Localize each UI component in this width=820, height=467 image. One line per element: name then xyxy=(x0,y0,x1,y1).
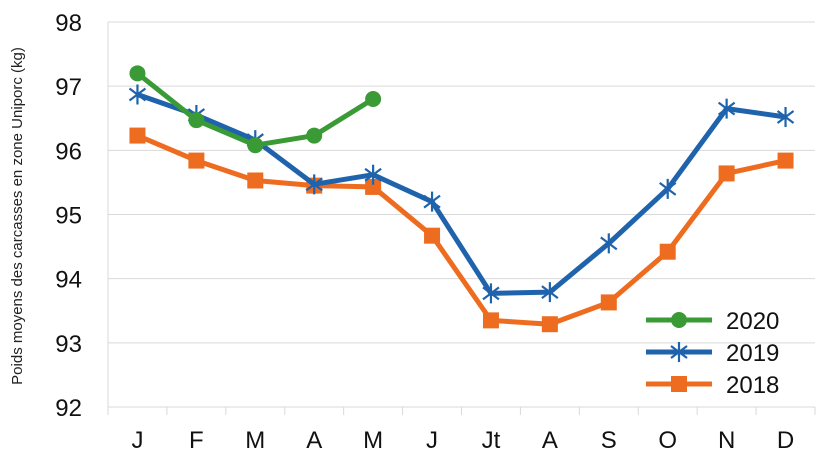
asterisk-marker xyxy=(717,98,736,119)
legend: 2020 2019 2018 xyxy=(646,308,779,399)
legend-label: 2019 xyxy=(726,340,779,367)
square-marker xyxy=(424,227,441,244)
legend-label: 2018 xyxy=(726,372,779,399)
series xyxy=(128,65,795,333)
square-marker xyxy=(659,243,676,260)
x-tick-label: M xyxy=(245,427,265,454)
square-marker xyxy=(365,178,382,195)
series-2019 xyxy=(128,84,795,304)
legend-item-2018: 2018 xyxy=(646,372,779,399)
x-tick-label: J xyxy=(131,427,143,454)
square-marker xyxy=(600,294,617,311)
square-marker xyxy=(671,376,687,392)
x-tick-label: O xyxy=(658,427,677,454)
asterisk-marker xyxy=(482,283,500,304)
y-tick-label: 93 xyxy=(55,331,82,358)
asterisk-marker xyxy=(670,342,688,362)
asterisk-marker xyxy=(423,191,441,212)
y-tick-label: 94 xyxy=(55,267,82,294)
x-tick-label: Jt xyxy=(482,427,501,454)
x-tick-label: N xyxy=(718,427,735,454)
y-tick-label: 96 xyxy=(55,138,82,165)
x-ticks: J F M A M J Jt A S O N D xyxy=(131,427,794,454)
y-ticks: 92 93 94 95 96 97 98 xyxy=(55,10,82,422)
square-marker xyxy=(718,165,735,182)
y-tick-label: 95 xyxy=(55,203,82,230)
asterisk-marker xyxy=(776,106,795,127)
x-tick-label: F xyxy=(189,427,204,454)
asterisk-marker xyxy=(128,84,147,105)
x-tick-label: S xyxy=(601,427,617,454)
legend-item-2020: 2020 xyxy=(646,308,779,335)
square-marker xyxy=(188,152,205,169)
legend-label: 2020 xyxy=(726,308,779,335)
y-tick-label: 98 xyxy=(55,10,82,37)
asterisk-marker xyxy=(600,233,618,254)
legend-item-2019: 2019 xyxy=(646,340,779,367)
square-marker xyxy=(129,127,146,144)
x-tick-label: M xyxy=(363,427,383,454)
x-tick-label: J xyxy=(426,427,438,454)
series-line xyxy=(136,92,786,296)
circle-marker xyxy=(129,65,146,82)
circle-marker xyxy=(306,127,323,144)
circle-marker xyxy=(247,137,264,154)
square-marker xyxy=(541,316,558,333)
y-tick-label: 97 xyxy=(55,74,82,101)
x-tick-label: A xyxy=(306,427,322,454)
asterisk-marker xyxy=(364,164,382,185)
y-tick-label: 92 xyxy=(55,395,82,422)
y-axis-label: Poids moyens des carcasses en zone Unipo… xyxy=(9,47,26,385)
square-marker xyxy=(482,312,499,329)
asterisk-marker xyxy=(305,174,323,195)
x-tick-label: A xyxy=(542,427,558,454)
x-tick-label: D xyxy=(777,427,794,454)
circle-marker xyxy=(365,91,382,107)
series-2018 xyxy=(129,127,794,333)
circle-marker xyxy=(671,312,687,328)
series-2020 xyxy=(129,65,382,154)
asterisk-marker xyxy=(541,282,559,303)
series-line xyxy=(136,133,787,327)
square-marker xyxy=(777,152,794,169)
square-marker xyxy=(247,172,264,189)
grid xyxy=(107,21,816,415)
circle-marker xyxy=(188,112,205,129)
asterisk-marker xyxy=(659,178,677,199)
